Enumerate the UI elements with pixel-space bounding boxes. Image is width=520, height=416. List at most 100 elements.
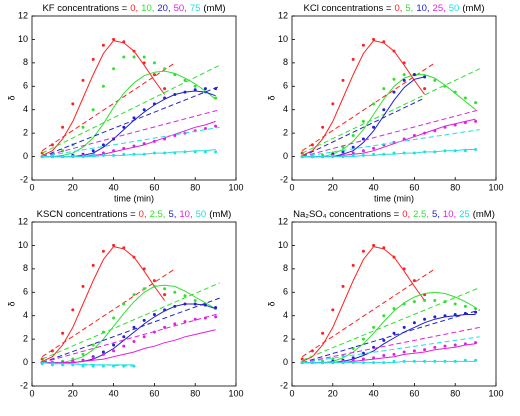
data-point bbox=[392, 359, 396, 363]
y-tick-label: -2 bbox=[20, 380, 28, 390]
data-point bbox=[361, 357, 365, 361]
data-point bbox=[382, 361, 386, 365]
fit-line bbox=[42, 329, 216, 364]
data-point bbox=[61, 125, 65, 129]
legend-entry: 25, bbox=[433, 3, 446, 14]
data-point bbox=[122, 344, 126, 348]
data-point bbox=[392, 90, 396, 94]
data-point bbox=[203, 316, 207, 320]
data-point bbox=[310, 143, 314, 147]
data-point bbox=[351, 263, 355, 267]
data-point bbox=[81, 155, 85, 159]
x-tick-label: 80 bbox=[190, 182, 200, 192]
y-tick-label: 10 bbox=[278, 34, 288, 44]
data-point bbox=[193, 317, 197, 321]
data-point bbox=[91, 263, 95, 267]
data-point bbox=[132, 255, 136, 259]
fit-line bbox=[302, 74, 476, 158]
data-point bbox=[443, 344, 447, 348]
legend-entry: 0, bbox=[402, 209, 410, 220]
data-point bbox=[183, 90, 187, 94]
y-tick-label: 10 bbox=[18, 34, 28, 44]
data-point bbox=[443, 314, 447, 318]
data-point bbox=[101, 350, 105, 354]
legend-entry: 0, bbox=[139, 209, 147, 220]
x-tick-label: 0 bbox=[289, 182, 294, 192]
data-point bbox=[122, 125, 126, 129]
data-point bbox=[341, 150, 345, 154]
legend-entry: 5, bbox=[432, 209, 440, 220]
data-point bbox=[50, 363, 54, 367]
fit-line bbox=[41, 246, 166, 362]
data-point bbox=[392, 307, 396, 311]
data-point bbox=[122, 246, 126, 250]
data-point bbox=[361, 361, 365, 365]
x-tick-label: 0 bbox=[29, 388, 34, 398]
data-point bbox=[463, 342, 467, 346]
x-tick-label: 80 bbox=[450, 388, 460, 398]
data-point bbox=[214, 306, 218, 310]
data-point bbox=[183, 320, 187, 324]
data-point bbox=[81, 352, 85, 356]
fit-line bbox=[302, 360, 476, 364]
data-point bbox=[341, 78, 345, 82]
data-point bbox=[463, 149, 467, 153]
data-point bbox=[91, 364, 95, 368]
data-point bbox=[122, 146, 126, 150]
data-point bbox=[331, 155, 335, 159]
data-point bbox=[382, 87, 386, 91]
data-point bbox=[152, 284, 156, 288]
legend-entry: 50 bbox=[449, 3, 460, 14]
data-point bbox=[81, 78, 85, 82]
data-point bbox=[122, 364, 126, 368]
trend-line bbox=[301, 268, 436, 358]
data-point bbox=[310, 349, 314, 353]
y-axis-label: δ bbox=[6, 301, 16, 306]
chart-title: KSCN concentrations = 0, 2.5, 5, 10, 50 (mM) bbox=[37, 209, 232, 220]
data-point bbox=[163, 293, 167, 297]
data-point bbox=[61, 155, 65, 159]
data-point bbox=[321, 125, 325, 129]
data-point bbox=[193, 88, 197, 92]
data-point bbox=[392, 352, 396, 356]
data-point bbox=[112, 153, 116, 157]
x-tick-label: 60 bbox=[149, 182, 159, 192]
legend-entry: 5, bbox=[168, 209, 176, 220]
data-point bbox=[474, 307, 478, 311]
y-tick-label: 2 bbox=[283, 334, 288, 344]
data-point bbox=[443, 300, 447, 304]
legend-entry: 50, bbox=[174, 3, 187, 14]
data-point bbox=[163, 151, 167, 155]
y-tick-label: 8 bbox=[283, 263, 288, 273]
data-point bbox=[402, 350, 406, 354]
data-point bbox=[453, 123, 457, 127]
data-point bbox=[412, 133, 416, 137]
legend-entry: 10, bbox=[179, 209, 192, 220]
trend-line bbox=[302, 129, 480, 158]
data-point bbox=[382, 108, 386, 112]
data-point bbox=[433, 359, 437, 363]
y-tick-label: 4 bbox=[23, 104, 28, 114]
data-point bbox=[132, 152, 136, 156]
data-point bbox=[163, 287, 167, 291]
data-point bbox=[361, 149, 365, 153]
data-point bbox=[361, 153, 365, 157]
y-tick-label: 4 bbox=[283, 310, 288, 320]
data-point bbox=[152, 151, 156, 155]
data-point bbox=[112, 37, 116, 41]
data-point bbox=[423, 87, 427, 91]
data-point bbox=[132, 116, 136, 120]
data-point bbox=[71, 359, 75, 363]
data-point bbox=[132, 325, 136, 329]
data-point bbox=[453, 90, 457, 94]
x-tick-label: 20 bbox=[328, 182, 338, 192]
title-text: KCl concentrations = bbox=[304, 3, 392, 14]
fit-line bbox=[302, 149, 476, 158]
data-point bbox=[132, 364, 136, 368]
data-point bbox=[474, 148, 478, 152]
data-point bbox=[443, 125, 447, 129]
data-point bbox=[91, 153, 95, 157]
data-point bbox=[61, 363, 65, 367]
data-point bbox=[382, 314, 386, 318]
x-tick-label: 0 bbox=[289, 388, 294, 398]
